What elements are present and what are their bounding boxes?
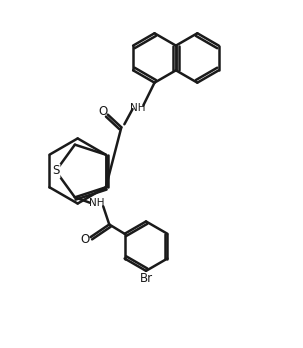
Text: NH: NH (130, 103, 146, 113)
Text: Br: Br (139, 272, 153, 285)
Text: NH: NH (89, 198, 104, 208)
Text: O: O (81, 233, 90, 246)
Text: O: O (99, 104, 108, 118)
Text: S: S (52, 165, 59, 177)
